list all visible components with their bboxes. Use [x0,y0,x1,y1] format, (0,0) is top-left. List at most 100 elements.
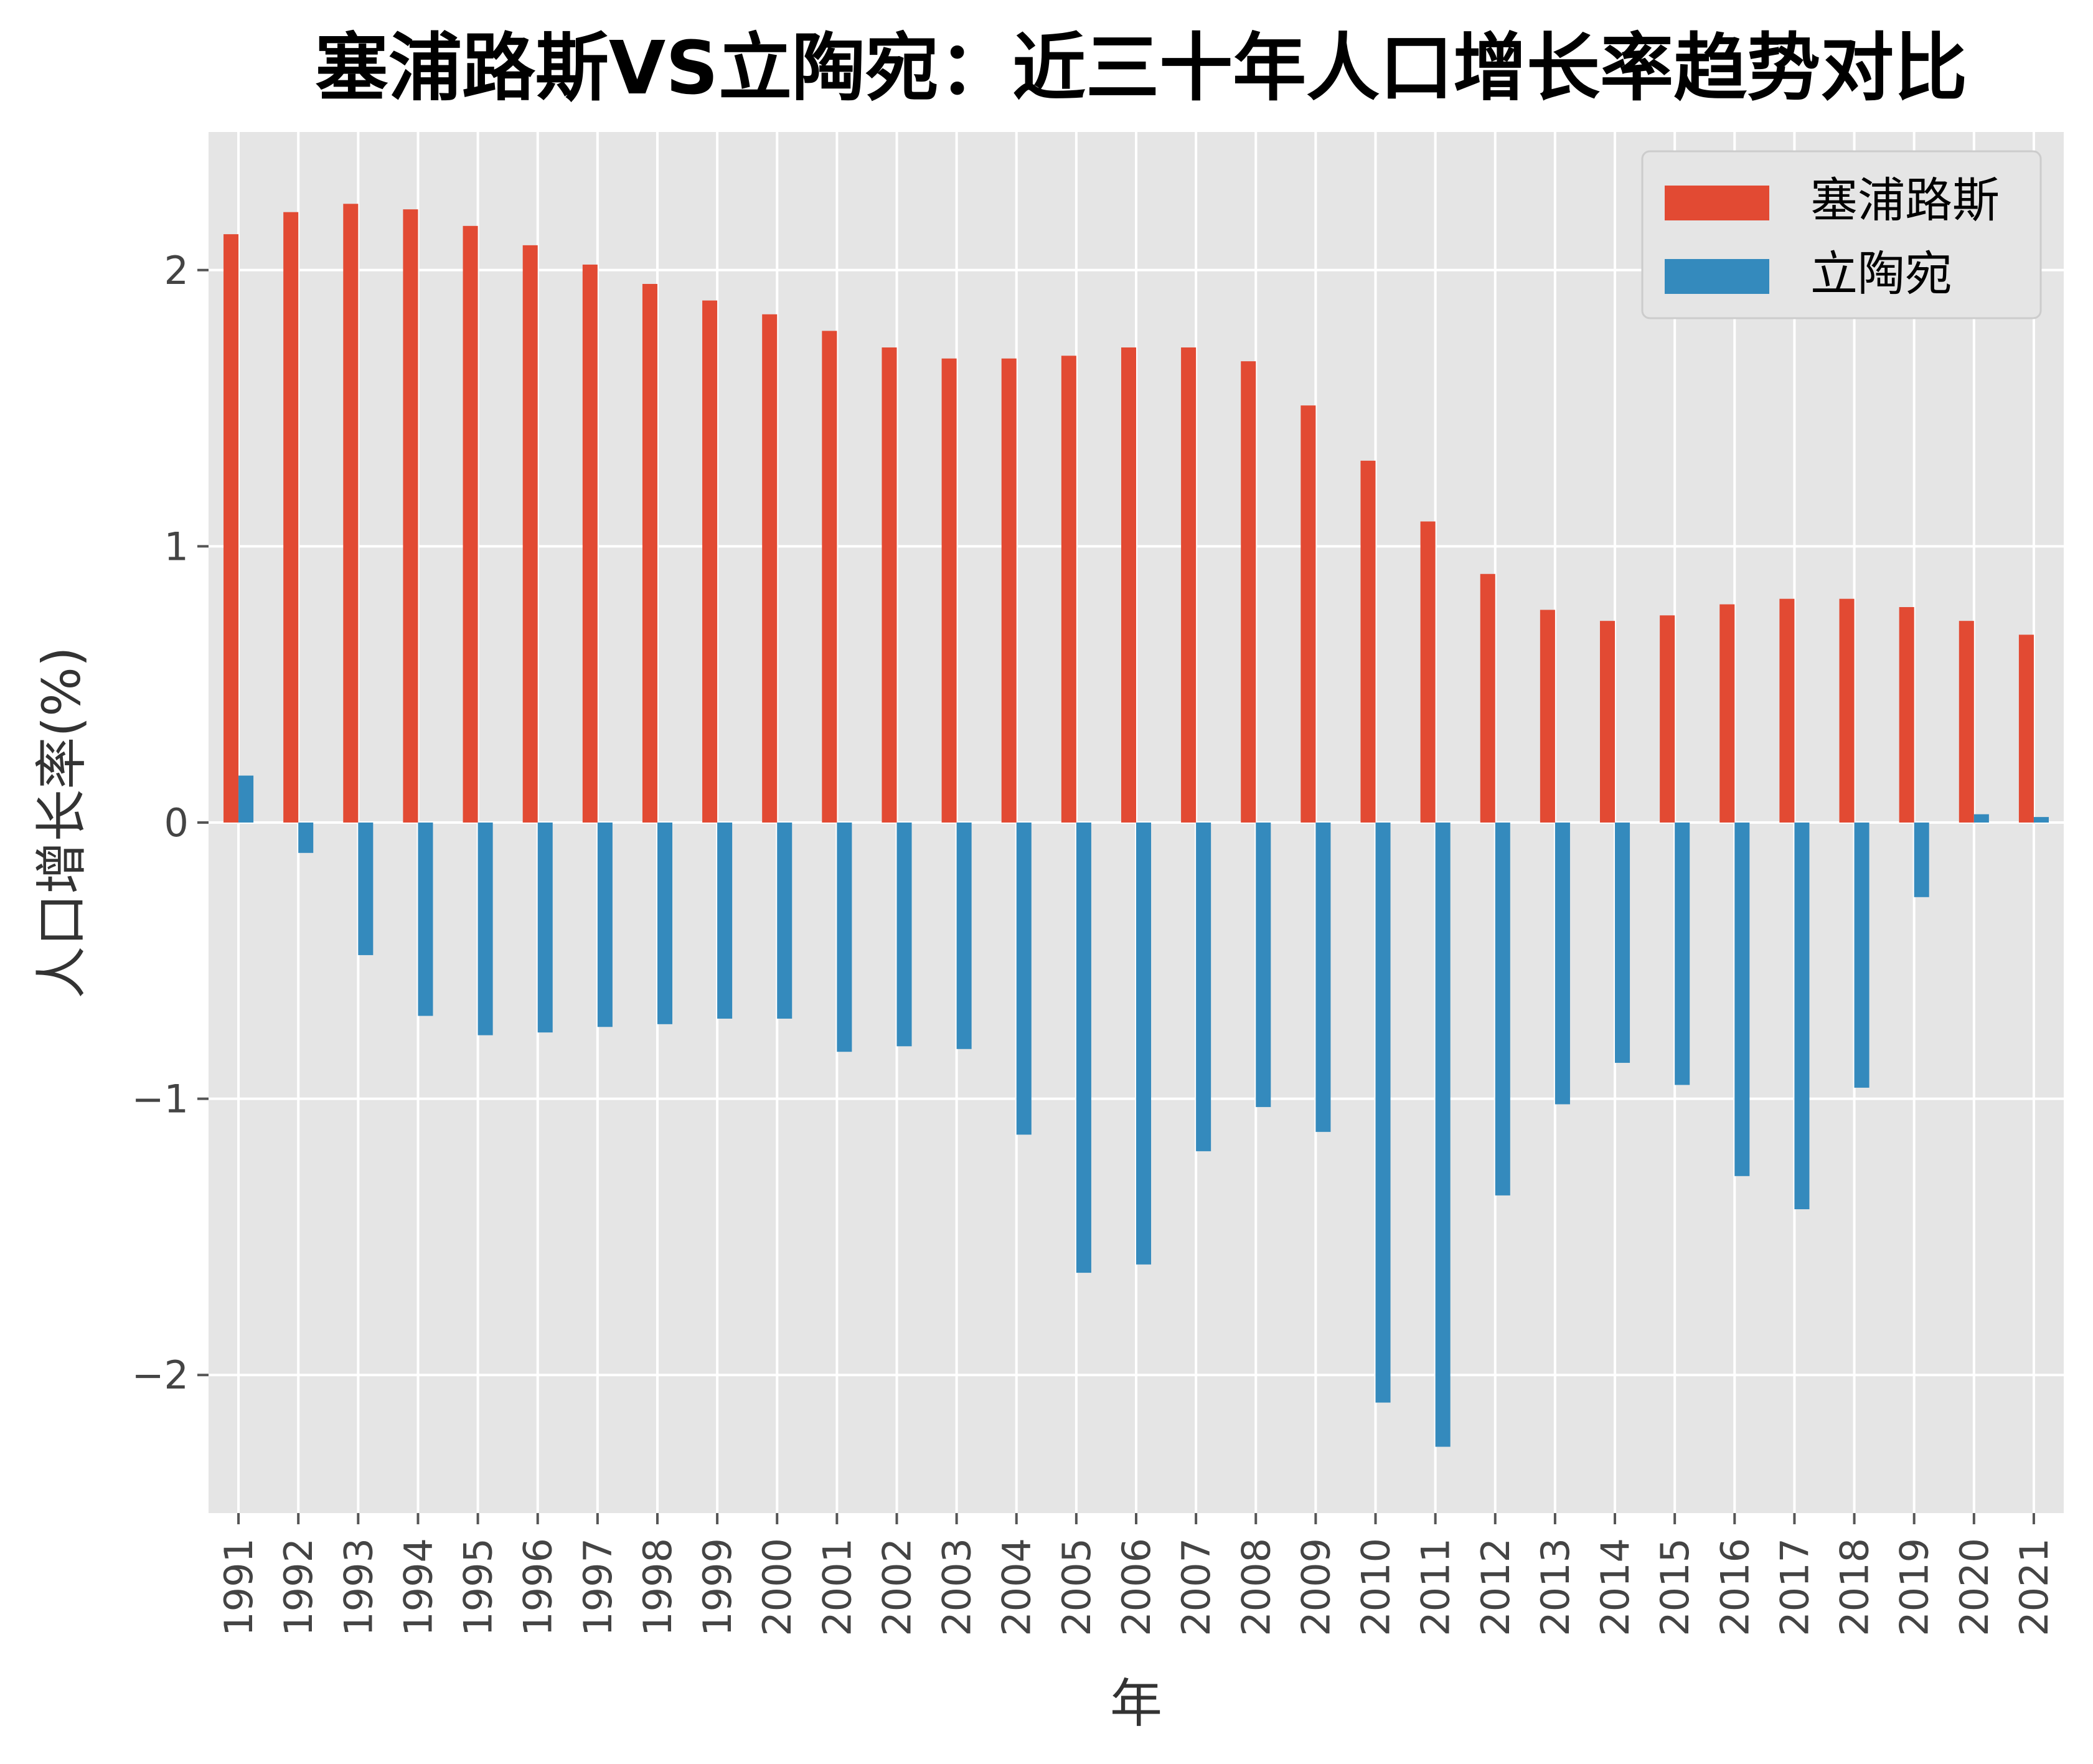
x-tick-label-2002: 2002 [874,1538,920,1636]
bar-1-1992 [298,823,314,853]
bar-0-2001 [822,331,837,823]
bar-1-2013 [1554,823,1570,1105]
bar-1-2008 [1256,823,1271,1107]
x-tick-label-2009: 2009 [1293,1538,1338,1636]
bar-1-1995 [477,823,493,1035]
y-tick-label-4: 2 [164,248,189,293]
x-tick-label-1991: 1991 [216,1538,261,1636]
x-tick-label-1997: 1997 [575,1538,621,1636]
series-0 [223,204,2034,823]
x-tick-label-2013: 2013 [1533,1538,1578,1636]
x-tick-label-1999: 1999 [695,1538,740,1636]
x-tick-label-2003: 2003 [934,1538,980,1636]
bar-1-2017 [1794,823,1810,1210]
bar-1-2018 [1854,823,1870,1088]
x-tick-label-2006: 2006 [1114,1538,1159,1636]
bar-1-1993 [358,823,374,955]
x-tick-label-2010: 2010 [1353,1538,1399,1636]
x-tick-label-2004: 2004 [994,1538,1040,1636]
x-tick-label-2014: 2014 [1592,1538,1638,1636]
bar-0-1995 [463,225,478,823]
bar-0-2007 [1181,347,1197,823]
y-tick-label-1: −1 [132,1077,189,1122]
bar-1-1996 [537,823,553,1033]
bar-0-2008 [1241,361,1256,823]
bar-0-1996 [522,245,538,823]
y-tick-label-0: −2 [132,1352,189,1398]
x-tick-label-1998: 1998 [635,1538,680,1636]
x-tick-label-2020: 2020 [1952,1538,1997,1636]
bar-0-2009 [1300,405,1316,823]
x-tick-label-2015: 2015 [1652,1538,1698,1636]
bar-0-2005 [1061,356,1076,823]
bar-1-1991 [238,775,254,823]
x-tick-label-2008: 2008 [1233,1538,1279,1636]
bar-1-2001 [837,823,852,1052]
bar-0-1991 [223,234,239,823]
bar-0-2000 [762,314,778,823]
bar-0-1992 [283,212,299,823]
x-tick-label-2012: 2012 [1473,1538,1518,1636]
bar-1-2015 [1675,823,1690,1085]
bar-0-2020 [1959,621,1974,823]
bar-0-2014 [1600,621,1616,823]
bar-0-1999 [702,300,718,823]
x-tick-label-1995: 1995 [456,1538,501,1636]
bar-1-1994 [418,823,433,1016]
x-tick-label-2005: 2005 [1054,1538,1099,1636]
x-tick-label-2018: 2018 [1832,1538,1878,1636]
bar-0-2015 [1660,615,1675,823]
bar-0-2016 [1719,604,1735,823]
bar-1-2004 [1016,823,1032,1135]
bar-0-2004 [1001,358,1017,823]
x-tick-label-2016: 2016 [1712,1538,1757,1636]
bar-0-2021 [2018,634,2034,823]
x-axis-label: 年 [1110,1673,1162,1734]
y-tick-label-2: 0 [164,800,189,846]
bar-1-2009 [1315,823,1331,1132]
bar-0-2010 [1360,460,1376,823]
bar-1-2007 [1196,823,1211,1151]
bar-1-2020 [1973,814,1989,823]
x-tick-label-2007: 2007 [1173,1538,1219,1636]
x-tick-label-1994: 1994 [395,1538,441,1636]
chart-title: 塞浦路斯VS立陶宛：近三十年人口增长率趋势对比 [315,25,1967,111]
bar-0-1998 [642,283,657,823]
bar-1-2005 [1076,823,1091,1273]
bar-1-1999 [717,823,733,1019]
bar-0-2019 [1899,606,1914,823]
x-tick-label-2021: 2021 [2011,1538,2057,1636]
legend-label-0: 塞浦路斯 [1810,172,2000,228]
x-tick-label-2017: 2017 [1772,1538,1817,1636]
bar-1-2003 [956,823,972,1049]
bar-0-2017 [1779,598,1795,823]
x-tick-label-1992: 1992 [276,1538,321,1636]
x-tick-label-2000: 2000 [755,1538,800,1636]
bar-1-2002 [896,823,912,1047]
x-tick-label-2001: 2001 [814,1538,860,1636]
y-axis-label: 人口增长率(%) [31,646,92,998]
legend-swatch-1 [1665,259,1769,294]
bar-1-1997 [597,823,613,1027]
bar-0-1997 [582,264,598,823]
x-tick-label-1996: 1996 [515,1538,561,1636]
bar-0-2006 [1121,347,1136,823]
plot-area: −2 −1 0 1 2 1991 1992 1993 1994 1995 1996 1997 1998 1… [132,132,2064,1636]
bar-1-2006 [1136,823,1152,1265]
bar-1-2016 [1734,823,1750,1176]
bar-0-1993 [343,204,359,823]
bar-1-2011 [1435,823,1451,1447]
bar-1-1998 [657,823,672,1024]
x-tick-label-1993: 1993 [336,1538,381,1636]
bar-1-2012 [1495,823,1510,1196]
x-tick-label-2011: 2011 [1413,1538,1459,1636]
legend-swatch-0 [1665,186,1769,220]
bar-0-2012 [1480,573,1495,823]
bar-0-2011 [1420,521,1436,823]
series-1 [238,775,2049,1447]
bar-0-2003 [941,358,957,823]
bar-1-2019 [1914,823,1929,897]
bar-0-2013 [1540,610,1555,823]
